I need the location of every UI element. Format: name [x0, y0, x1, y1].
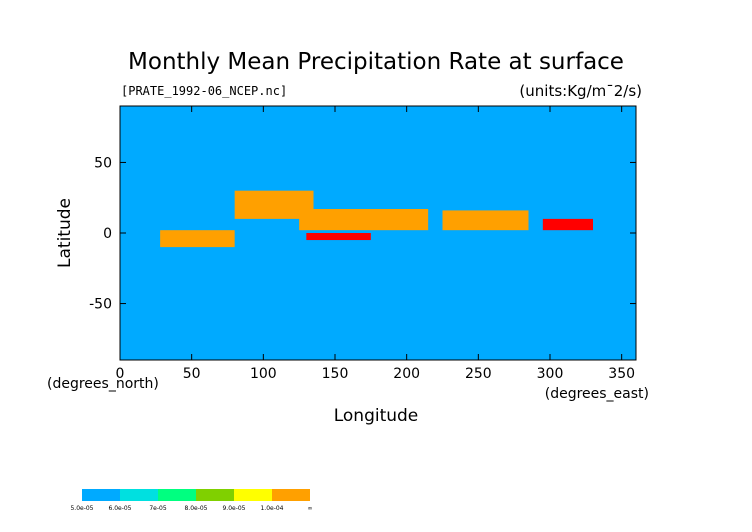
precip-region-7: [160, 230, 235, 248]
colorbar-label: 8.0e-05: [184, 505, 207, 512]
x-tick-label: 250: [465, 366, 492, 382]
x-tick-label: 100: [250, 366, 277, 382]
colorbar-swatch: [82, 489, 120, 501]
colorbar-swatch: [272, 489, 310, 501]
colorbar-swatch: [196, 489, 234, 501]
colorbar-label: 9.0e-05: [222, 505, 245, 512]
y-tick-label: 50: [94, 155, 112, 171]
chart-subtitle-left: [PRATE_1992-06_NCEP.nc]: [121, 84, 287, 98]
axes: 0 50 100 150 200 250 300 350 -50 0 50: [89, 106, 636, 382]
x-tick-label: 300: [537, 366, 564, 382]
x-tick-label: 50: [183, 366, 201, 382]
plot-area: [119, 105, 637, 361]
precip-region-8: [306, 233, 371, 241]
chart-subtitle-right: (units:Kg/m¯2/s): [519, 82, 642, 100]
x-tick-label: 200: [393, 366, 420, 382]
colorbar-label: 6.0e-05: [108, 505, 131, 512]
precip-region-9: [542, 218, 593, 231]
colorbar-swatch: [234, 489, 272, 501]
precip-region-1: [442, 210, 529, 231]
y-tick-label: -50: [89, 297, 112, 313]
precip-region-5: [234, 190, 314, 219]
colorbar-swatch: [120, 489, 158, 501]
chart-title: Monthly Mean Precipitation Rate at surfa…: [128, 49, 624, 75]
y-unit-label: (degrees_north): [47, 376, 159, 392]
x-tick-label: 350: [608, 366, 635, 382]
y-axis-label: Latitude: [55, 198, 75, 268]
colorbar-label: ∞: [308, 505, 313, 512]
x-unit-label: (degrees_east): [545, 386, 649, 402]
colorbar-label: 1.0e-04: [260, 505, 283, 512]
colorbar-label: 5.0e-05: [70, 505, 93, 512]
colorbar: 5.0e-05 6.0e-05 7e-05 8.0e-05 9.0e-05 1.0e-04…: [70, 489, 313, 512]
colorbar-swatch: [158, 489, 196, 501]
precip-region-3: [299, 209, 429, 231]
colorbar-label: 7e-05: [149, 505, 166, 512]
x-axis-label: Longitude: [334, 406, 419, 426]
y-tick-label: 0: [103, 226, 112, 242]
x-tick-label: 150: [322, 366, 349, 382]
x-tick-label: 0: [116, 366, 125, 382]
